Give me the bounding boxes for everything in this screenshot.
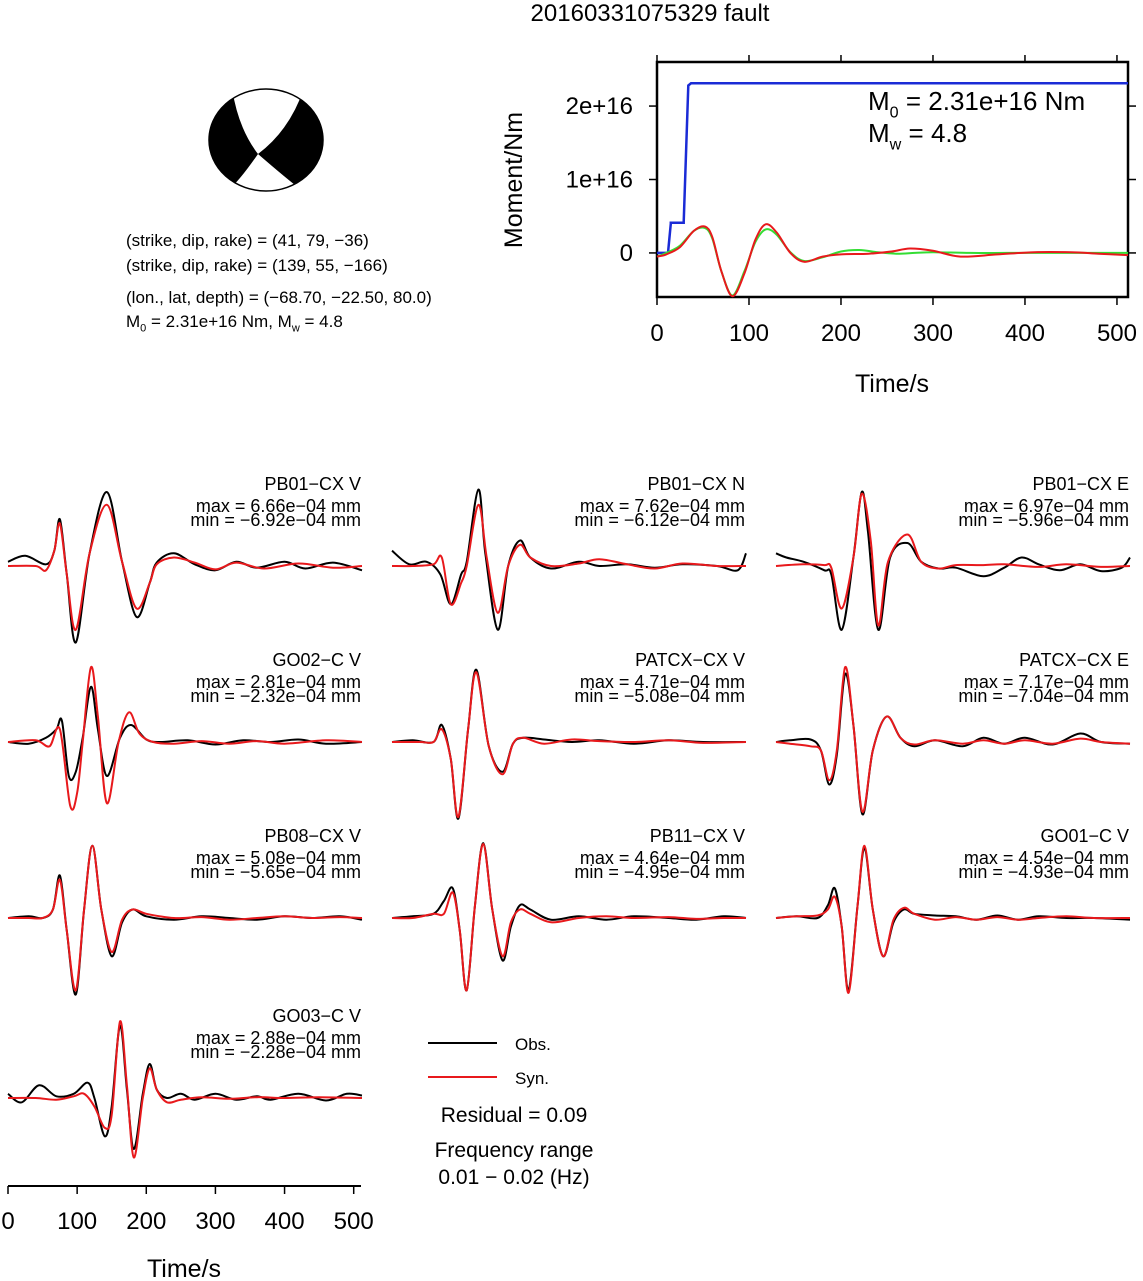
moment-series-line <box>656 223 1129 298</box>
station-label: GO01−C V <box>1040 826 1129 846</box>
synthetic-trace <box>775 492 1131 627</box>
trace-max-label: max = 5.08e−04 mm <box>196 848 361 868</box>
trace-min-label: min = −5.96e−04 mm <box>958 510 1129 530</box>
trace-max-label: max = 2.81e−04 mm <box>196 672 361 692</box>
trace-max-label: max = 4.54e−04 mm <box>964 848 1129 868</box>
moment-x-tick-label: 300 <box>913 320 953 347</box>
synthetic-trace <box>8 844 363 992</box>
legend: Obs. Syn. <box>428 1035 551 1088</box>
moment-y-tick-label: 2e+16 <box>566 93 633 120</box>
trace-min-label: min = −2.28e−04 mm <box>190 1042 361 1062</box>
trace-max-label: max = 4.71e−04 mm <box>580 672 745 692</box>
moment-series-line <box>657 82 1128 255</box>
station-label: PB01−CX V <box>264 474 361 494</box>
station-label: GO02−C V <box>272 650 361 670</box>
observed-trace <box>775 490 1131 631</box>
synthetic-trace <box>391 842 747 992</box>
page-title: 20160331075329 fault <box>530 0 770 27</box>
station-label: PB11−CX V <box>650 826 745 846</box>
station-label: PATCX−CX V <box>635 650 745 670</box>
time-axis-tick-label: 500 <box>334 1208 374 1235</box>
residual-label: Residual = 0.09 <box>441 1104 588 1127</box>
time-axis-label: Time/s <box>147 1255 221 1281</box>
nodal-plane-2: (strike, dip, rake) = (139, 55, −166) <box>126 256 388 275</box>
beachball <box>208 88 326 197</box>
station-label: GO03−C V <box>272 1006 361 1026</box>
moment-x-tick-label: 100 <box>729 320 769 347</box>
trace-min-label: min = −4.93e−04 mm <box>958 862 1129 882</box>
moment-y-axis-label: Moment/Nm <box>500 112 528 248</box>
trace-min-label: min = −6.92e−04 mm <box>190 510 361 530</box>
trace-max-label: max = 7.62e−04 mm <box>580 496 745 516</box>
time-axis-tick-label: 200 <box>126 1208 166 1235</box>
trace-min-label: min = −6.12e−04 mm <box>574 510 745 530</box>
synthetic-trace <box>391 671 747 818</box>
moment-x-tick-label: 0 <box>650 320 663 347</box>
moment-magnitude-text: M0 = 2.31e+16 Nm, Mw = 4.8 <box>126 312 343 334</box>
frequency-range-value: 0.01 − 0.02 (Hz) <box>438 1166 589 1189</box>
trace-max-label: max = 4.64e−04 mm <box>580 848 745 868</box>
synthetic-trace <box>7 1020 363 1159</box>
time-axis-tick-label: 300 <box>195 1208 235 1235</box>
trace-min-label: min = −4.95e−04 mm <box>574 862 745 882</box>
time-axis-tick-label: 100 <box>57 1208 97 1235</box>
moment-series-line <box>656 226 1128 297</box>
synthetic-trace <box>7 666 363 811</box>
moment-x-axis-label: Time/s <box>855 370 929 398</box>
trace-min-label: min = −5.08e−04 mm <box>574 686 745 706</box>
time-axis-tick-label: 0 <box>1 1208 14 1235</box>
legend-obs-label: Obs. <box>515 1035 551 1054</box>
moment-x-tick-label: 400 <box>1005 320 1045 347</box>
synthetic-trace <box>775 666 1131 813</box>
moment-annotation-m0: M0 = 2.31e+16 Nm <box>868 86 1085 121</box>
moment-y-tick-label: 1e+16 <box>566 167 633 194</box>
station-label: PB01−CX N <box>647 474 745 494</box>
moment-annotation-mw: Mw = 4.8 <box>868 118 967 153</box>
synthetic-trace <box>7 503 363 631</box>
station-label: PB08−CX V <box>264 826 361 846</box>
location-depth: (lon., lat, depth) = (−68.70, −22.50, 80… <box>126 288 432 307</box>
moment-x-tick-label: 500 <box>1097 320 1137 347</box>
station-label: PB01−CX E <box>1032 474 1129 494</box>
waveform-time-axis: 0 100 200 300 400 500 Time/s <box>1 1185 374 1281</box>
synthetic-trace <box>391 503 747 614</box>
frequency-range-label: Frequency range <box>435 1139 594 1162</box>
moment-y-tick-label: 0 <box>620 240 633 267</box>
nodal-plane-1: (strike, dip, rake) = (41, 79, −36) <box>126 231 369 250</box>
moment-x-tick-label: 200 <box>821 320 861 347</box>
trace-min-label: min = −7.04e−04 mm <box>958 686 1129 706</box>
moment-chart: 0 100 200 300 400 500 0 1e+16 2e+16 Time/s Moment/… <box>500 55 1137 398</box>
trace-max-label: max = 6.66e−04 mm <box>196 496 361 516</box>
trace-min-label: min = −2.32e−04 mm <box>190 686 361 706</box>
trace-max-label: max = 7.17e−04 mm <box>964 672 1129 692</box>
observed-trace <box>391 842 747 992</box>
synthetic-trace <box>775 844 1131 994</box>
station-label: PATCX−CX E <box>1019 650 1129 670</box>
observed-trace <box>391 668 747 820</box>
moment-magnitude-line: M0 = 2.31e+16 Nm, Mw = 4.8 <box>126 312 343 335</box>
trace-max-label: max = 2.88e−04 mm <box>196 1028 361 1048</box>
time-axis-tick-label: 400 <box>265 1208 305 1235</box>
legend-syn-label: Syn. <box>515 1069 549 1088</box>
trace-min-label: min = −5.65e−04 mm <box>190 862 361 882</box>
trace-max-label: max = 6.97e−04 mm <box>964 496 1129 516</box>
focal-mechanism-icon <box>208 88 324 192</box>
